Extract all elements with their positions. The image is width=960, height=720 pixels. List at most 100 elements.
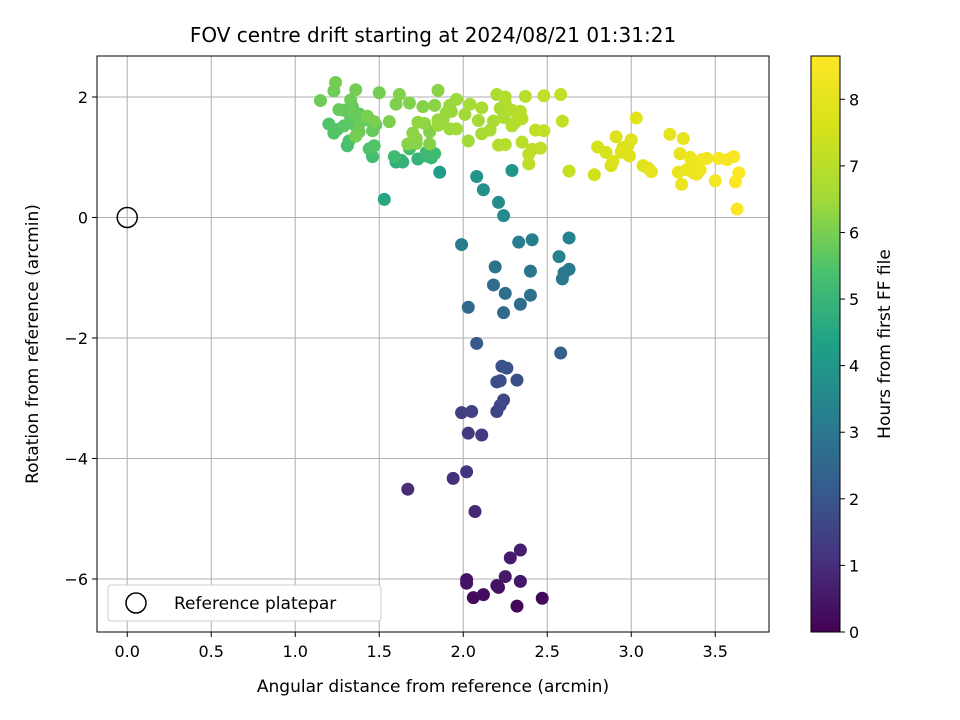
colorbar-tick-label: 7	[849, 157, 859, 176]
data-point	[349, 129, 363, 143]
x-tick-label: 2.5	[535, 642, 560, 661]
data-point	[475, 101, 489, 115]
data-point	[431, 83, 445, 97]
data-point	[554, 88, 568, 102]
data-point	[493, 374, 507, 388]
data-point	[458, 107, 472, 121]
data-point	[537, 89, 551, 103]
data-point	[475, 428, 489, 442]
y-tick-label: −4	[64, 449, 88, 468]
x-tick-label: 1.5	[367, 642, 392, 661]
data-point	[535, 591, 549, 605]
grid-lines	[97, 56, 769, 632]
data-point	[470, 170, 484, 184]
data-point	[537, 124, 551, 138]
data-point	[555, 114, 569, 128]
data-point	[486, 278, 500, 292]
data-point	[518, 89, 532, 103]
x-tick-label: 2.0	[451, 642, 476, 661]
data-point	[465, 404, 479, 418]
data-point	[492, 195, 506, 209]
x-tick-label: 3.0	[619, 642, 644, 661]
data-point	[498, 570, 512, 584]
colorbar-tick-label: 2	[849, 490, 859, 509]
data-point	[466, 591, 480, 605]
x-axis-label: Angular distance from reference (arcmin)	[257, 677, 609, 697]
data-point	[512, 235, 526, 249]
colorbar-tick-label: 3	[849, 423, 859, 442]
data-point	[460, 465, 474, 479]
data-point	[428, 98, 442, 112]
data-point	[402, 96, 416, 110]
x-axis-ticks: 0.0 0.5 1.0 1.5 2.0 2.5 3.0 3.5	[115, 632, 728, 661]
data-point	[727, 150, 741, 164]
data-point	[382, 115, 396, 129]
colorbar-tick-label: 6	[849, 223, 859, 242]
colorbar-tick-label: 1	[849, 556, 859, 575]
data-point	[498, 90, 512, 104]
x-tick-label: 0.0	[115, 642, 140, 661]
data-point	[367, 139, 381, 153]
colorbar-label: Hours from first FF file	[875, 249, 895, 439]
legend-box	[107, 584, 382, 622]
data-point	[562, 164, 576, 178]
data-point	[676, 132, 690, 146]
data-point	[416, 100, 430, 114]
data-point	[513, 297, 527, 311]
data-point	[624, 133, 638, 147]
data-point	[730, 202, 744, 216]
data-point	[450, 92, 464, 106]
data-point	[476, 588, 490, 602]
data-point	[623, 149, 637, 163]
data-point	[446, 471, 460, 485]
data-point	[498, 286, 512, 300]
data-point	[406, 126, 420, 140]
data-point	[411, 115, 425, 129]
data-point	[513, 574, 527, 588]
data-point	[349, 83, 363, 97]
data-point	[428, 147, 442, 161]
data-point	[644, 165, 658, 179]
scatter-points	[313, 76, 746, 613]
data-point	[476, 183, 490, 197]
y-tick-label: 2	[78, 88, 88, 107]
data-point	[675, 177, 689, 191]
data-point	[313, 94, 327, 108]
data-point	[433, 165, 447, 179]
colorbar	[810, 55, 841, 633]
y-tick-label: −2	[64, 329, 88, 348]
data-point	[505, 163, 519, 177]
data-point	[525, 233, 539, 247]
data-point	[497, 209, 511, 223]
data-point	[490, 579, 504, 593]
x-tick-label: 0.5	[199, 642, 224, 661]
data-point	[606, 154, 620, 168]
data-point	[497, 306, 511, 320]
y-axis-label: Rotation from reference (arcmin)	[23, 204, 43, 484]
data-point	[515, 135, 529, 149]
y-tick-label: −6	[64, 570, 88, 589]
legend-label: Reference platepar	[174, 594, 336, 614]
data-point	[534, 141, 548, 155]
x-tick-label: 3.5	[703, 642, 728, 661]
data-point	[455, 238, 469, 252]
data-point	[367, 115, 381, 129]
chart-title: FOV centre drift starting at 2024/08/21 …	[190, 23, 676, 47]
colorbar-tick-label: 4	[849, 357, 859, 376]
data-point	[693, 163, 707, 177]
data-point	[552, 250, 566, 264]
data-point	[503, 551, 517, 565]
data-point	[461, 426, 475, 440]
data-point	[599, 145, 613, 159]
plot-frame	[96, 55, 770, 633]
data-point	[522, 147, 536, 161]
reference-marker	[116, 206, 138, 229]
data-point	[423, 137, 437, 151]
data-point	[554, 346, 568, 360]
data-point	[673, 147, 687, 161]
data-point	[471, 113, 485, 127]
data-point	[523, 288, 537, 302]
data-point	[510, 599, 524, 613]
colorbar-tick-label: 0	[849, 623, 859, 642]
